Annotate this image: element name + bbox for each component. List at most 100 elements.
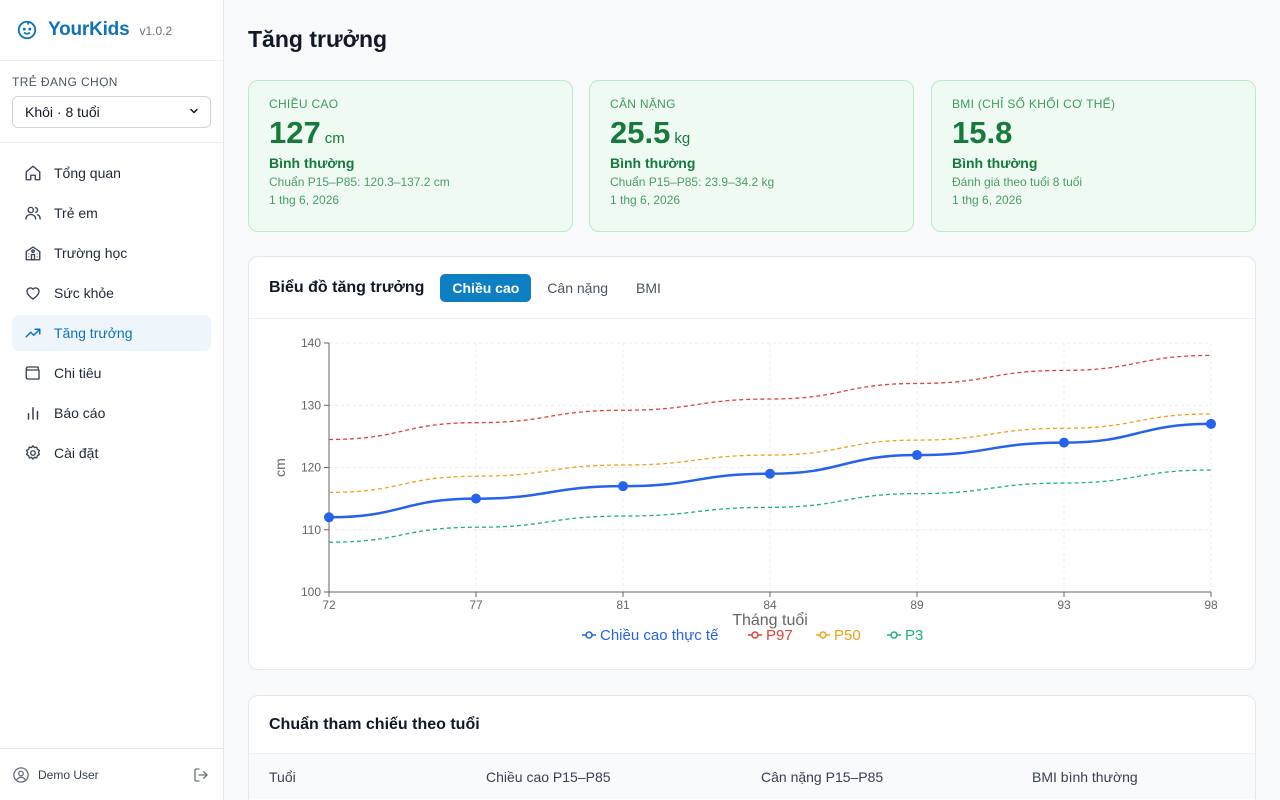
chart-title: Biểu đồ tăng trưởng <box>269 278 425 296</box>
brand[interactable]: YourKids v1.0.2 <box>0 0 223 61</box>
trending-up-icon <box>24 324 42 342</box>
stat-label: CHIỀU CAO <box>269 97 339 111</box>
main-content: Tăng trưởng CHIỀU CAO 127 cm Bình thường … <box>224 0 1280 800</box>
x-tick-label: 84 <box>763 598 777 612</box>
legend-swatch-marker <box>819 631 827 639</box>
stat-note: Đánh giá theo tuổi 8 tuổi <box>952 174 1083 189</box>
series-line-p3 <box>328 469 1212 543</box>
heart-icon <box>24 284 42 302</box>
chevron-down-icon <box>188 104 200 120</box>
stat-card-height: CHIỀU CAO 127 cm Bình thường Chuẩn P15–P8… <box>248 80 573 232</box>
app-name: YourKids <box>48 19 130 40</box>
legend-swatch-marker <box>585 631 593 639</box>
data-point <box>1059 437 1069 448</box>
sidebar-item-expenses[interactable]: Chi tiêu <box>12 355 211 391</box>
legend-swatch-marker <box>751 631 759 639</box>
y-tick-label: 100 <box>301 585 321 599</box>
sidebar-item-label: Trường học <box>54 245 128 261</box>
stat-number: 25.5 <box>610 115 671 150</box>
stat-card-weight: CÂN NẶNG 25.5 kg Bình thường Chuẩn P15–P8… <box>589 80 914 232</box>
data-point <box>765 468 775 479</box>
page-title: Tăng trưởng <box>248 26 388 52</box>
y-tick-label: 140 <box>301 336 321 350</box>
app-version: v1.0.2 <box>139 24 173 38</box>
child-select-value: Khôi · 8 tuổi <box>25 104 100 120</box>
growth-chart: 100 110 120 130 140 72 77 81 84 89 93 98 Tháng tuổi c… <box>272 336 1218 644</box>
sidebar-item-label: Báo cáo <box>54 405 106 421</box>
gear-icon <box>24 444 42 462</box>
x-tick-label: 77 <box>469 598 483 612</box>
sidebar-item-reports[interactable]: Báo cáo <box>12 395 211 431</box>
stat-date: 1 thg 6, 2026 <box>269 192 340 207</box>
sidebar-item-label: Tăng trưởng <box>54 325 133 341</box>
sidebar-item-label: Tổng quan <box>54 165 121 181</box>
sidebar-item-growth[interactable]: Tăng trưởng <box>12 315 211 351</box>
stat-status: Bình thường <box>269 154 355 171</box>
tab-weight[interactable]: Cân nặng <box>547 279 609 296</box>
baby-face-icon <box>16 19 38 41</box>
column-header-weight: Cân nặng P15–P85 <box>761 769 884 785</box>
reference-card: Chuẩn tham chiếu theo tuổi Tuổi Chiều ca… <box>248 695 1256 800</box>
x-tick-label: 93 <box>1057 598 1071 612</box>
chart-header: Biểu đồ tăng trưởng Chiều cao Cân nặng B… <box>249 257 1255 319</box>
wallet-icon <box>24 364 42 382</box>
stat-unit: cm <box>324 130 345 147</box>
users-icon <box>24 204 42 222</box>
sidebar-item-settings[interactable]: Cài đặt <box>12 435 211 471</box>
sidebar-item-label: Cài đặt <box>54 445 99 461</box>
column-header-height: Chiều cao P15–P85 <box>486 769 611 785</box>
user-footer: Demo User <box>0 748 223 800</box>
stat-date: 1 thg 6, 2026 <box>610 192 681 207</box>
y-tick-label: 110 <box>302 523 321 537</box>
legend-label: Chiều cao thực tế <box>600 627 719 644</box>
y-tick-label: 130 <box>301 398 321 412</box>
stat-unit: kg <box>674 130 691 147</box>
home-icon <box>24 164 42 182</box>
legend-label: P50 <box>834 627 861 644</box>
x-tick-label: 72 <box>322 598 336 612</box>
stat-date: 1 thg 6, 2026 <box>952 192 1023 207</box>
tab-height[interactable]: Chiều cao <box>440 273 532 302</box>
sidebar-item-overview[interactable]: Tổng quan <box>12 155 211 191</box>
sidebar-nav: Tổng quan Trẻ em Trường học Sức khỏe Tăn… <box>0 143 223 487</box>
sidebar-item-school[interactable]: Trường học <box>12 235 211 271</box>
stat-status: Bình thường <box>952 154 1038 171</box>
data-point <box>324 512 334 523</box>
column-header-age: Tuổi <box>269 769 296 785</box>
child-select[interactable]: Khôi · 8 tuổi <box>12 96 211 128</box>
child-selector-section: TRẺ ĐANG CHỌN Khôi · 8 tuổi <box>0 61 223 143</box>
stat-value: 15.8 <box>952 115 1235 151</box>
sidebar-item-health[interactable]: Sức khỏe <box>12 275 211 311</box>
logout-icon[interactable] <box>193 767 209 783</box>
reference-title: Chuẩn tham chiếu theo tuổi <box>269 715 480 733</box>
y-tick-label: 120 <box>301 461 321 475</box>
school-icon <box>24 244 42 262</box>
data-point <box>471 493 481 504</box>
sidebar-item-label: Sức khỏe <box>54 285 114 301</box>
stat-value: 127 cm <box>269 115 552 151</box>
y-axis-label: cm <box>272 458 288 477</box>
data-point <box>1206 418 1216 429</box>
stat-card-bmi: BMI (CHỈ SỐ KHỐI CƠ THỂ) 15.8 Bình thườn… <box>931 80 1256 232</box>
sidebar: YourKids v1.0.2 TRẺ ĐANG CHỌN Khôi · 8 t… <box>0 0 224 800</box>
x-tick-label: 89 <box>910 598 924 612</box>
stat-status: Bình thường <box>610 154 696 171</box>
data-point <box>618 481 628 492</box>
stat-note: Chuẩn P15–P85: 120.3–137.2 cm <box>269 174 450 189</box>
sidebar-item-label: Chi tiêu <box>54 365 102 381</box>
sidebar-item-children[interactable]: Trẻ em <box>12 195 211 231</box>
growth-chart-card: Biểu đồ tăng trưởng Chiều cao Cân nặng B… <box>248 256 1256 670</box>
data-point <box>912 450 922 461</box>
bar-chart-icon <box>24 404 42 422</box>
sidebar-item-label: Trẻ em <box>54 205 98 221</box>
stat-value: 25.5 kg <box>610 115 893 151</box>
column-header-bmi: BMI bình thường <box>1032 769 1138 785</box>
legend-label: P97 <box>766 627 793 644</box>
x-axis-label: Tháng tuổi <box>732 611 808 629</box>
x-tick-label: 81 <box>616 598 630 612</box>
x-tick-label: 98 <box>1204 598 1218 612</box>
tab-bmi[interactable]: BMI <box>636 279 661 296</box>
user-name: Demo User <box>38 767 99 782</box>
stat-note: Chuẩn P15–P85: 23.9–34.2 kg <box>610 174 775 189</box>
child-selector-label: TRẺ ĐANG CHỌN <box>12 75 118 89</box>
